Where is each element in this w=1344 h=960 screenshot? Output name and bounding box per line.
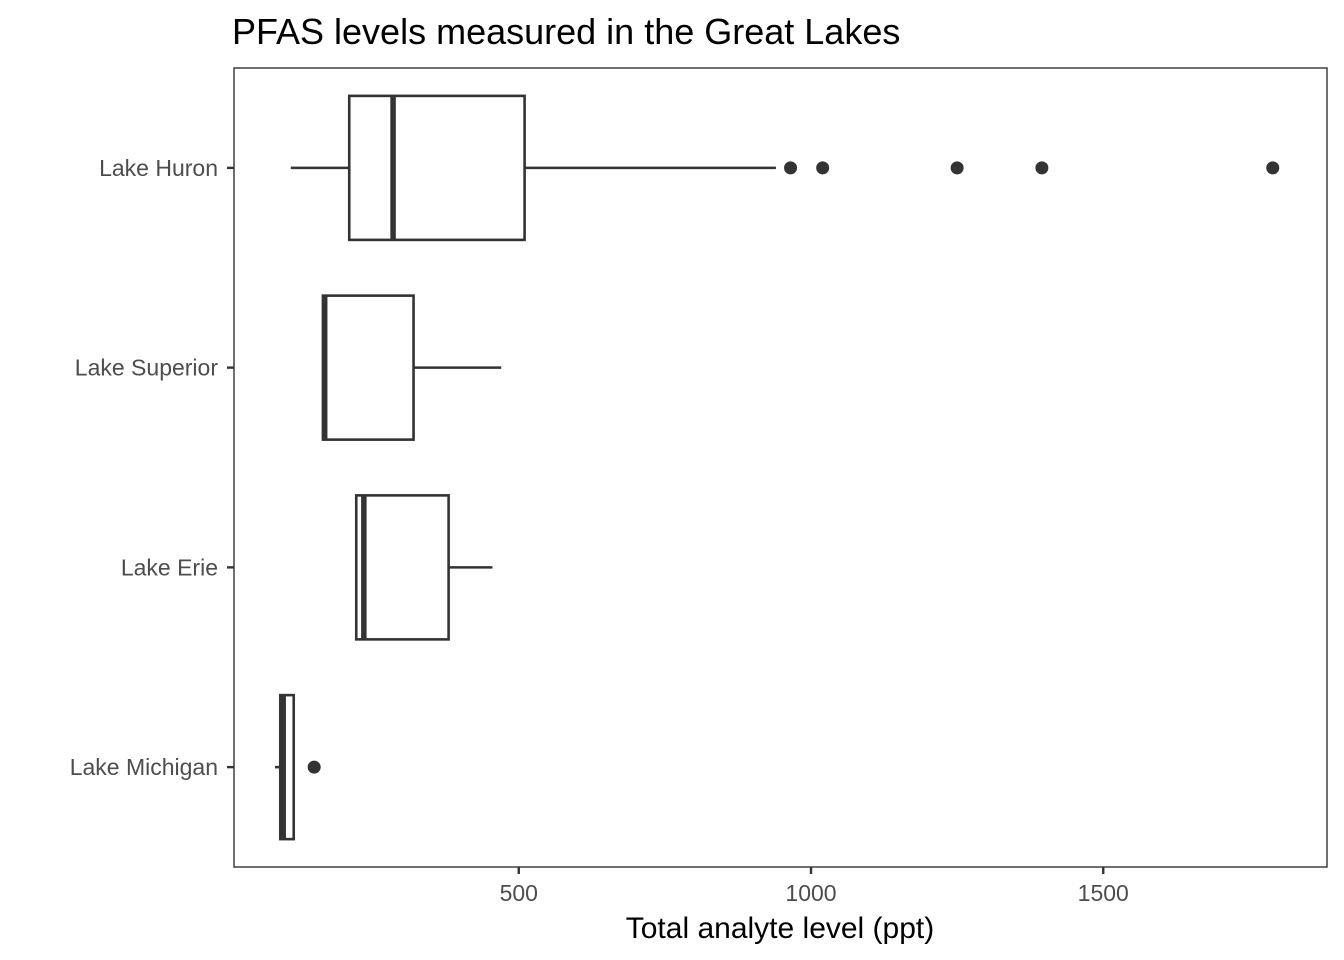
y-axis: Lake Huron Lake Superior Lake Erie Lake Mic…	[70, 155, 234, 780]
x-axis: 500 1000 1500	[500, 867, 1129, 906]
outlier-point	[1035, 161, 1049, 175]
y-tick-label: Lake Huron	[99, 155, 218, 181]
y-tick-label: Lake Superior	[75, 355, 219, 381]
box-group	[290, 94, 1280, 242]
outlier-point	[816, 161, 830, 175]
boxplot-series	[275, 94, 1280, 841]
outlier-point	[307, 760, 321, 774]
outlier-point	[784, 161, 798, 175]
box-group	[354, 494, 493, 641]
plot-panel	[233, 67, 1328, 868]
x-tick-label: 500	[500, 880, 538, 906]
x-axis-title: Total analyte level (ppt)	[626, 912, 935, 945]
box-iqr	[347, 94, 526, 242]
y-tick-label: Lake Erie	[121, 554, 218, 580]
chart-title: PFAS levels measured in the Great Lakes	[232, 11, 900, 52]
box-iqr	[354, 494, 450, 641]
outlier-point	[1266, 161, 1280, 175]
box-iqr	[321, 294, 415, 441]
box-group	[321, 294, 502, 441]
box-group	[275, 693, 321, 841]
x-tick-label: 1000	[785, 880, 836, 906]
x-tick-label: 1500	[1078, 880, 1129, 906]
outlier-point	[950, 161, 964, 175]
y-tick-label: Lake Michigan	[70, 754, 218, 780]
